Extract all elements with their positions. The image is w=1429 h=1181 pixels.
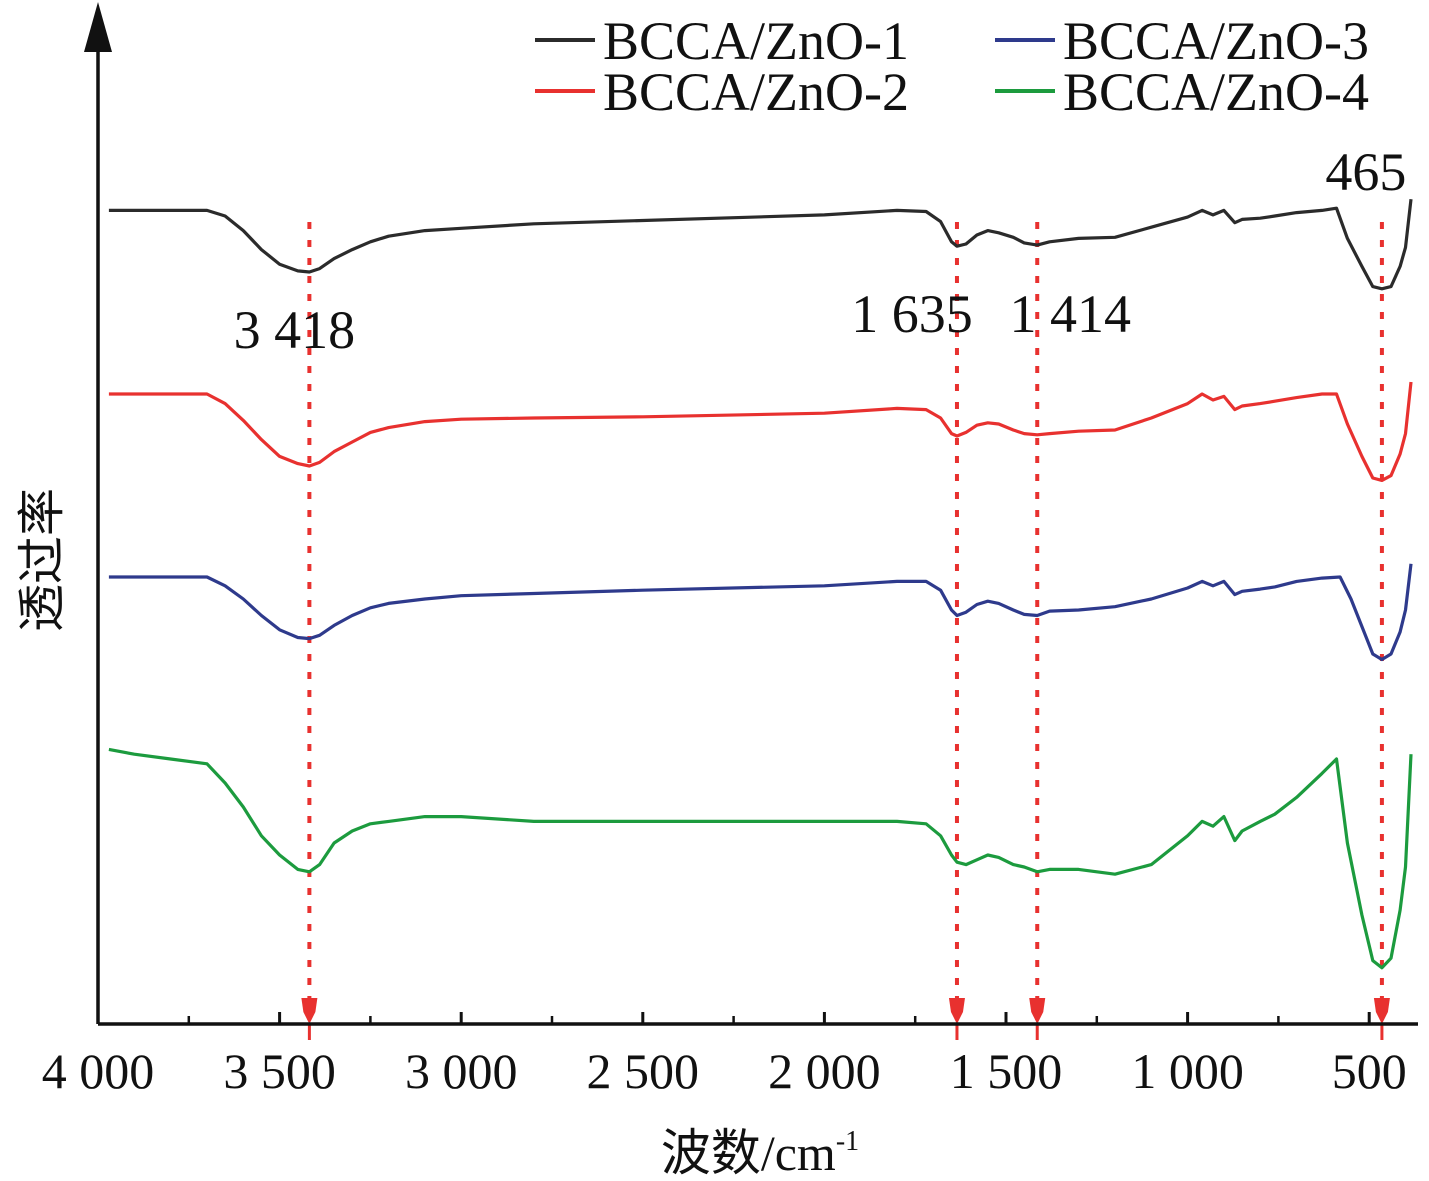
series-line-1 xyxy=(108,199,1413,291)
peak-marker-2 xyxy=(948,998,965,1024)
x-axis-label: 波数/cm xyxy=(661,1125,836,1181)
x-axis-label-superscript: -1 xyxy=(836,1126,859,1157)
series-line-3 xyxy=(108,563,1413,662)
peak-label-3: 1 414 xyxy=(1009,284,1131,344)
x-tick-label-8: 500 xyxy=(1332,1043,1407,1099)
legend-label-1: BCCA/ZnO-1 xyxy=(603,11,909,71)
x-tick-label-7: 1 000 xyxy=(1131,1043,1244,1099)
spectra-series xyxy=(108,199,1413,970)
peak-marker-3 xyxy=(1029,998,1046,1024)
peak-label-4: 465 xyxy=(1325,142,1406,202)
x-tick-label-5: 2 000 xyxy=(768,1043,881,1099)
x-tick-label-4: 2 500 xyxy=(587,1043,700,1099)
x-axis-title: 波数/cm-1 xyxy=(661,1125,859,1181)
peak-label-1: 3 418 xyxy=(234,300,356,360)
legend-label-2: BCCA/ZnO-2 xyxy=(603,62,909,122)
x-tick-label-6: 1 500 xyxy=(950,1043,1063,1099)
chart-axes xyxy=(84,2,1418,1026)
x-tick-label-2: 3 500 xyxy=(223,1043,336,1099)
x-ticks: 4 000 3 500 3 000 2 500 2 000 1 500 1 000 500 xyxy=(42,1012,1407,1099)
legend-label-3: BCCA/ZnO-3 xyxy=(1063,11,1369,71)
peak-marker-4 xyxy=(1373,998,1390,1024)
peak-marker-lines xyxy=(301,222,1390,1040)
series-line-2 xyxy=(108,381,1413,482)
peak-label-2: 1 635 xyxy=(851,284,973,344)
legend: BCCA/ZnO-1 BCCA/ZnO-3 BCCA/ZnO-2 BCCA/ZnO-4 xyxy=(535,11,1369,122)
series-line-4 xyxy=(108,747,1413,970)
y-axis-arrow-icon xyxy=(84,2,112,52)
peak-labels: 3 418 1 635 1 414 465 xyxy=(234,142,1407,360)
x-tick-label-1: 4 000 xyxy=(42,1043,155,1099)
x-tick-label-3: 3 000 xyxy=(405,1043,518,1099)
peak-marker-1 xyxy=(301,998,318,1024)
y-axis-title: 透过率 xyxy=(16,488,69,632)
legend-label-4: BCCA/ZnO-4 xyxy=(1063,62,1369,122)
